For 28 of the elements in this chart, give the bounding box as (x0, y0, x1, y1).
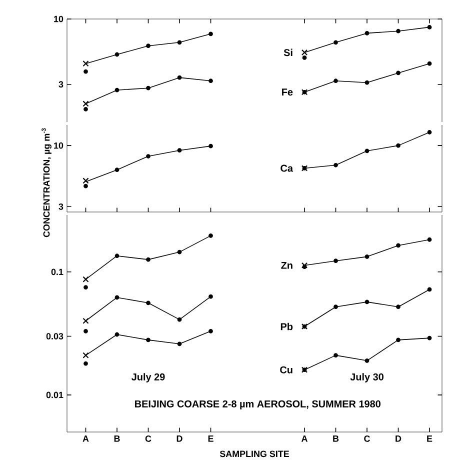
annotation: July 29 (132, 373, 165, 382)
y-tick-label: 10 (54, 16, 64, 22)
series-label: Cu (280, 366, 292, 374)
x-tick-label: E (427, 436, 432, 442)
x-tick-label: B (114, 436, 120, 442)
y-tick-label: 10 (54, 142, 64, 149)
series-label: Si (284, 48, 292, 56)
x-tick-label: E (208, 436, 214, 442)
x-tick-label: C (145, 436, 152, 442)
x-axis-title: SAMPLING SITE (220, 450, 290, 458)
y-tick-label: 0.03 (46, 333, 64, 340)
y-tick-label: 0.1 (51, 268, 64, 276)
x-tick-label: D (396, 436, 402, 442)
y-axis-title: CONCENTRATION, µg m$^{-3}$ (42, 128, 52, 238)
series-label: Fe (282, 88, 293, 96)
x-tick-label: B (333, 436, 339, 442)
series-label: Ca (280, 164, 294, 172)
x-tick-label: A (301, 436, 308, 442)
annotation: July 30 (350, 373, 384, 382)
x-tick-label: D (176, 436, 182, 442)
annotation: BEIJING COARSE 2-8 µm AEROSOL, SUMMER 1980 (135, 400, 380, 410)
x-tick-label: C (364, 436, 370, 442)
y-tick-label: 0.01 (46, 392, 64, 398)
x-tick-label: A (82, 436, 89, 442)
y-tick-label: 3 (58, 203, 64, 210)
y-tick-label: 3 (58, 81, 64, 88)
series-label: Pb (280, 322, 293, 330)
series-label: Zn (281, 262, 292, 269)
